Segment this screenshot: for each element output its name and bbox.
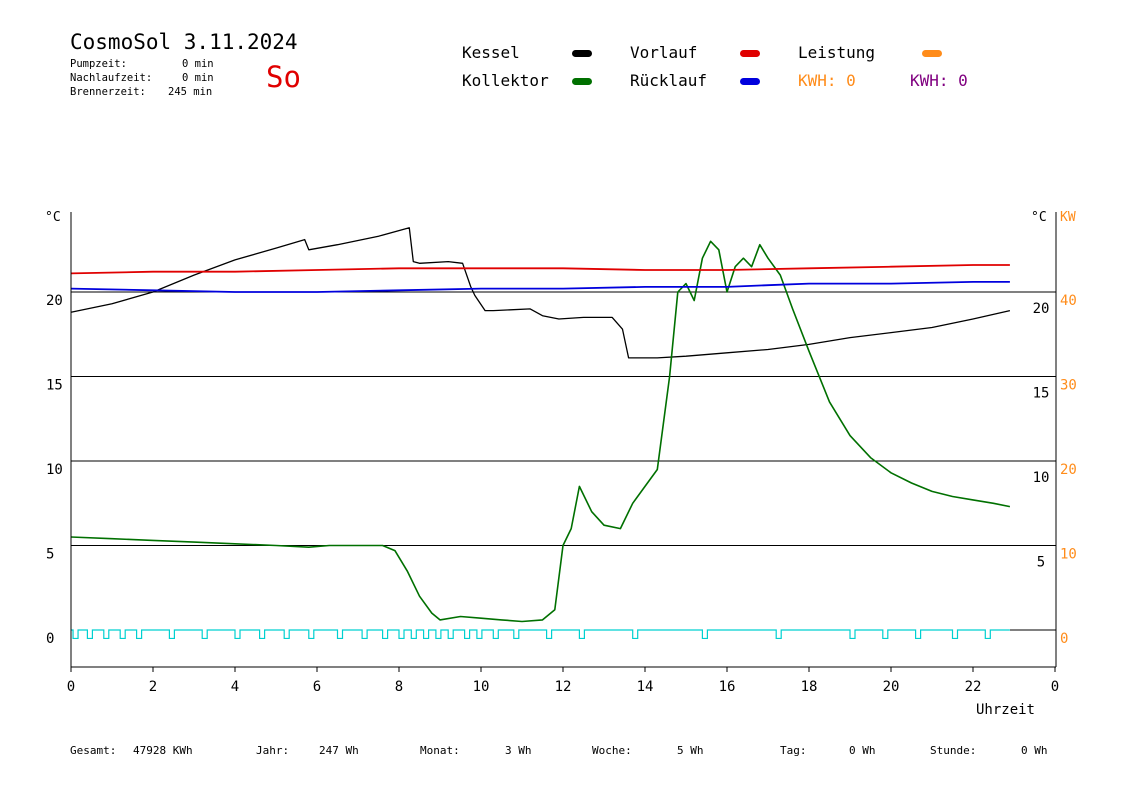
legend-ruecklauf-label: Rücklauf — [630, 71, 708, 90]
x-tick-label-7: 14 — [637, 679, 654, 695]
nachlaufzeit-label: Nachlaufzeit: — [70, 72, 153, 84]
x-axis-label: Uhrzeit — [976, 702, 1035, 718]
pumpzeit-value: 0 min — [182, 58, 214, 70]
legend-kollektor-label: Kollektor — [462, 71, 549, 90]
inner-right-tick-label-10: 10 — [1033, 470, 1050, 486]
footer-gesamt-label: Gesamt: — [70, 744, 117, 757]
legend-leistung-label: Leistung — [798, 43, 876, 62]
kw-tick-label-10: 10 — [1060, 547, 1077, 563]
footer-woche-label: Woche: — [592, 744, 632, 757]
footer-jahr-value: 247 Wh — [319, 744, 359, 757]
footer-stunde-label: Stunde: — [930, 744, 977, 757]
right-axis-unit-c: °C — [1031, 210, 1047, 225]
right-axis-unit-kw: KW — [1060, 210, 1076, 225]
series-vorlauf — [70, 264, 1010, 275]
legend-kessel-swatch — [572, 50, 592, 57]
footer-stunde-value: 0 Wh — [1021, 744, 1048, 757]
footer-tag-label: Tag: — [780, 744, 807, 757]
footer-monat-value: 3 Wh — [505, 744, 532, 757]
x-tick-label-0: 0 — [67, 679, 75, 695]
left-tick-label-0: 0 — [46, 631, 54, 647]
legend-kwh-purple: KWH: 0 — [910, 71, 968, 90]
footer-monat-label: Monat: — [420, 744, 460, 757]
x-tick-label-2: 4 — [231, 679, 239, 695]
footer-woche-value: 5 Wh — [677, 744, 704, 757]
x-tick-label-4: 8 — [395, 679, 403, 695]
footer-jahr-label: Jahr: — [256, 744, 290, 757]
legend-vorlauf-swatch — [740, 50, 760, 57]
x-tick-label-3: 6 — [313, 679, 321, 695]
left-tick-label-20: 20 — [46, 293, 63, 309]
series-kollektor — [70, 240, 1011, 623]
footer-tag-value: 0 Wh — [849, 744, 876, 757]
weekday-label: So — [266, 60, 301, 94]
left-tick-label-5: 5 — [46, 547, 54, 563]
x-tick-label-8: 16 — [719, 679, 736, 695]
left-axis-unit: °C — [45, 210, 61, 225]
pump-signal — [71, 629, 1010, 640]
kw-tick-label-0: 0 — [1060, 631, 1068, 647]
x-tick-label-1: 2 — [149, 679, 157, 695]
nachlaufzeit-value: 0 min — [182, 72, 214, 84]
legend-kollektor-swatch — [572, 78, 592, 85]
x-tick-label-10: 20 — [883, 679, 900, 695]
x-tick-label-9: 18 — [801, 679, 818, 695]
kw-tick-label-30: 30 — [1060, 378, 1077, 394]
x-tick-label-6: 12 — [555, 679, 572, 695]
inner-right-tick-label-5: 5 — [1037, 555, 1045, 571]
x-tick-label-11: 22 — [965, 679, 982, 695]
inner-right-tick-label-15: 15 — [1033, 386, 1050, 402]
series-kessel — [70, 227, 1011, 359]
footer-gesamt-value: 47928 KWh — [133, 744, 193, 757]
x-tick-label-5: 10 — [473, 679, 490, 695]
x-tick-label-12: 0 — [1051, 679, 1059, 695]
kw-tick-label-40: 40 — [1060, 293, 1077, 309]
page-title: CosmoSol 3.11.2024 — [70, 30, 298, 54]
brennerzeit-value: 245 min — [168, 86, 213, 98]
series-ruecklauf — [70, 280, 1010, 293]
brennerzeit-label: Brennerzeit: — [70, 86, 146, 98]
left-tick-label-10: 10 — [46, 462, 63, 478]
left-tick-label-15: 15 — [46, 378, 63, 394]
legend-vorlauf-label: Vorlauf — [630, 43, 698, 62]
inner-right-tick-label-20: 20 — [1033, 301, 1050, 317]
legend-ruecklauf-swatch — [740, 78, 760, 85]
kw-tick-label-20: 20 — [1060, 462, 1077, 478]
pumpzeit-label: Pumpzeit: — [70, 58, 127, 70]
legend-kwh-orange: KWH: 0 — [798, 71, 856, 90]
legend-kessel-label: Kessel — [462, 43, 520, 62]
legend-leistung-swatch — [922, 50, 942, 57]
